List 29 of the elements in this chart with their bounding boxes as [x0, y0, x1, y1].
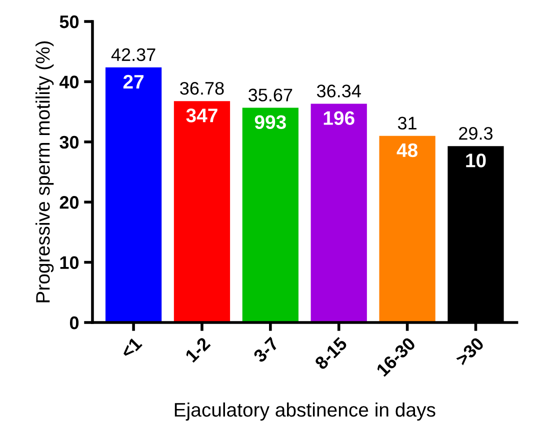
x-tick-label: 1-2	[184, 336, 211, 363]
y-tick-label: 40	[59, 76, 79, 88]
bar	[174, 101, 230, 322]
data-label: 31	[398, 116, 416, 130]
annotation: 27	[123, 74, 144, 88]
data-label: 29.3	[459, 126, 493, 140]
x-tick-label: >30	[454, 336, 485, 366]
bar	[310, 104, 367, 322]
annotation: 347	[186, 108, 218, 122]
annotation: 993	[254, 115, 286, 130]
x-tick-label: <1	[120, 336, 142, 359]
y-tick-label: 20	[60, 196, 79, 209]
annotation: 10	[466, 154, 486, 168]
bar	[242, 108, 298, 322]
data-label: 36.34	[316, 84, 361, 98]
y-tick-label: 50	[60, 15, 79, 28]
x-tick-label: 3-7	[252, 336, 280, 364]
annotation: 48	[396, 143, 418, 158]
data-label: 35.67	[248, 88, 292, 102]
y-axis-title: Progressive sperm motility (%)	[36, 41, 54, 302]
y-tick-label: 0	[70, 316, 79, 330]
bar	[105, 67, 162, 322]
x-axis-title: Ejaculatory abstinence in days	[174, 402, 436, 421]
data-label: 36.78	[180, 82, 224, 95]
y-tick-label: 30	[60, 136, 79, 149]
bar	[379, 136, 436, 322]
y-tick-label: 10	[60, 256, 79, 270]
annotation: 196	[324, 111, 354, 125]
data-label: 42.37	[111, 48, 156, 62]
